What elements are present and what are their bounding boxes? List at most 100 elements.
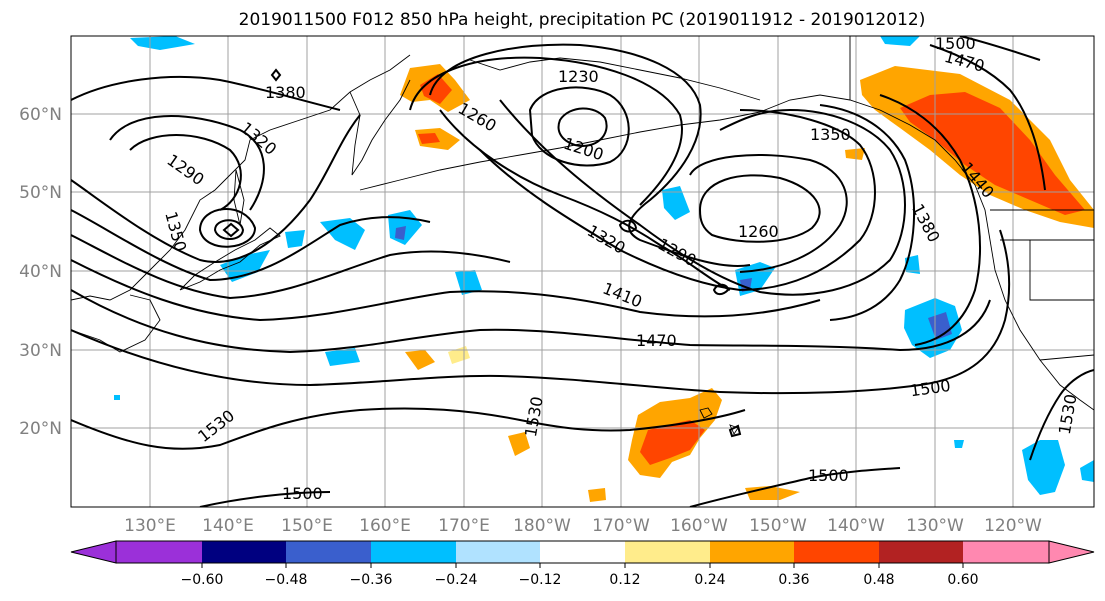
contour-inner-1 [557, 107, 608, 147]
colorbar-segment [202, 541, 286, 563]
colorbar-extend-right [1048, 540, 1095, 564]
colorbar-segment [710, 541, 794, 563]
contour-1380-east [819, 104, 916, 321]
coast-alaska [759, 94, 1094, 411]
contour-low-center-3 [222, 222, 240, 238]
contour-1410-full [71, 259, 821, 322]
colorbar-tick-label: −0.36 [350, 572, 393, 588]
border-mexico [1039, 354, 1094, 361]
gridlines [71, 36, 1094, 507]
precip-patch-south-1 [588, 488, 606, 502]
colorbar-tick-label: −0.48 [265, 572, 308, 588]
colorbar-tick-label: 0.24 [694, 572, 725, 588]
contour-1500-south [199, 491, 331, 507]
contour-small-2 [618, 219, 638, 233]
colorbar-segment [116, 541, 202, 563]
coast-korea-china [71, 294, 161, 353]
contour-west-2 [71, 209, 431, 282]
lon-label: 150°W [749, 516, 807, 536]
lat-label: 40°N [19, 262, 62, 282]
contour-label: 1500 [808, 466, 849, 485]
contour-1350-east [499, 99, 906, 296]
contour-1350-west [71, 114, 361, 263]
colorbar-segment [540, 541, 625, 563]
lon-label: 150°E [281, 516, 333, 536]
precip-neg-small-2 [114, 395, 120, 400]
colorbar-tick-label: 0.48 [863, 572, 894, 588]
contour-1230 [429, 43, 751, 267]
contour-west-3 [71, 234, 511, 300]
border-states-2 [1029, 240, 1094, 301]
contour-label: 1500 [282, 484, 323, 503]
precip-patch-subtropic-1 [405, 350, 435, 370]
colorbar-segment [286, 541, 371, 563]
colorbar-segment [963, 541, 1049, 563]
lon-label: 120°W [984, 516, 1042, 536]
colorbar-extend-left [70, 540, 117, 564]
precip-neg-north-2 [880, 36, 920, 46]
contour-1530 [71, 407, 746, 450]
colorbar-segment [371, 541, 456, 563]
lat-label: 20°N [19, 419, 62, 439]
precip-neg-gulf-of-alaska [662, 186, 690, 220]
colorbar-segment [879, 541, 963, 563]
lat-label: 30°N [19, 341, 62, 361]
lon-label: 140°W [827, 516, 885, 536]
contour-low-center-2 [213, 219, 245, 240]
lat-label: 50°N [19, 183, 62, 203]
precip-neg-central [455, 270, 482, 295]
height-contours [71, 36, 1094, 507]
colorbar-tick-label: −0.12 [519, 572, 562, 588]
contour-1470-full [71, 289, 991, 354]
coast-bering [469, 57, 761, 101]
contour-1500-south-2 [689, 467, 901, 507]
colorbar-segment [456, 541, 540, 563]
contour-1290-east [689, 154, 848, 273]
colorbar: −0.60 −0.48 −0.36 −0.24 −0.12 0.12 0.24 … [70, 540, 1095, 588]
coastlines [71, 36, 1094, 435]
lon-label: 180°W [513, 516, 571, 536]
lon-label: 130°W [906, 516, 964, 536]
colorbar-tick-label: 0.60 [947, 572, 978, 588]
precip-neg-mexico-2 [1080, 460, 1094, 482]
precip-neg-small-1 [954, 440, 964, 448]
precip-neg-subtropic-1 [325, 348, 360, 366]
lon-label: 140°E [202, 516, 254, 536]
precip-neg-west-2-core [395, 226, 406, 240]
contour-low-center-1 [198, 208, 257, 248]
contour-1290-west [129, 134, 242, 211]
contour-1260-east [698, 174, 821, 243]
precip-patch-gulf [845, 148, 865, 160]
contour-small-1 [270, 68, 282, 82]
contour-1260-north [409, 56, 683, 206]
colorbar-segment [794, 541, 879, 563]
precip-patch-hawaii-north-core [640, 420, 705, 465]
coast-kamchatka [349, 79, 411, 176]
colorbar-ticks [201, 563, 964, 568]
coast-aleutians [359, 111, 761, 191]
precip-patch-subtropic-3 [508, 432, 530, 456]
precip-patch-kamchatka-core [418, 133, 440, 144]
contour-1290-mid [439, 109, 731, 291]
colorbar-tick-label: −0.24 [435, 572, 478, 588]
contour-1320-east [479, 109, 876, 292]
lon-label: 170°W [592, 516, 650, 536]
precip-neg-japan [220, 250, 270, 282]
colorbar-tick-label: 0.36 [778, 572, 809, 588]
colorbar-tick-label: −0.60 [181, 572, 224, 588]
contour-1500 [71, 229, 1011, 395]
contour-label: 1260 [738, 222, 779, 241]
contour-label: 1470 [636, 331, 677, 350]
contour-label: 1500 [935, 34, 976, 53]
lon-label: 130°E [124, 516, 176, 536]
contour-small-4 [728, 424, 742, 438]
contour-1530-east [1029, 369, 1094, 461]
colorbar-tick-label: 0.12 [609, 572, 640, 588]
precip-patch-alaska-west-core [420, 74, 452, 104]
colorbar-frame [115, 540, 1050, 564]
precip-neg-japan-2 [285, 230, 305, 248]
contour-label: 1230 [558, 67, 599, 86]
lat-labels: 60°N 50°N 40°N 30°N 20°N [19, 105, 62, 439]
map-frame [70, 35, 1095, 508]
